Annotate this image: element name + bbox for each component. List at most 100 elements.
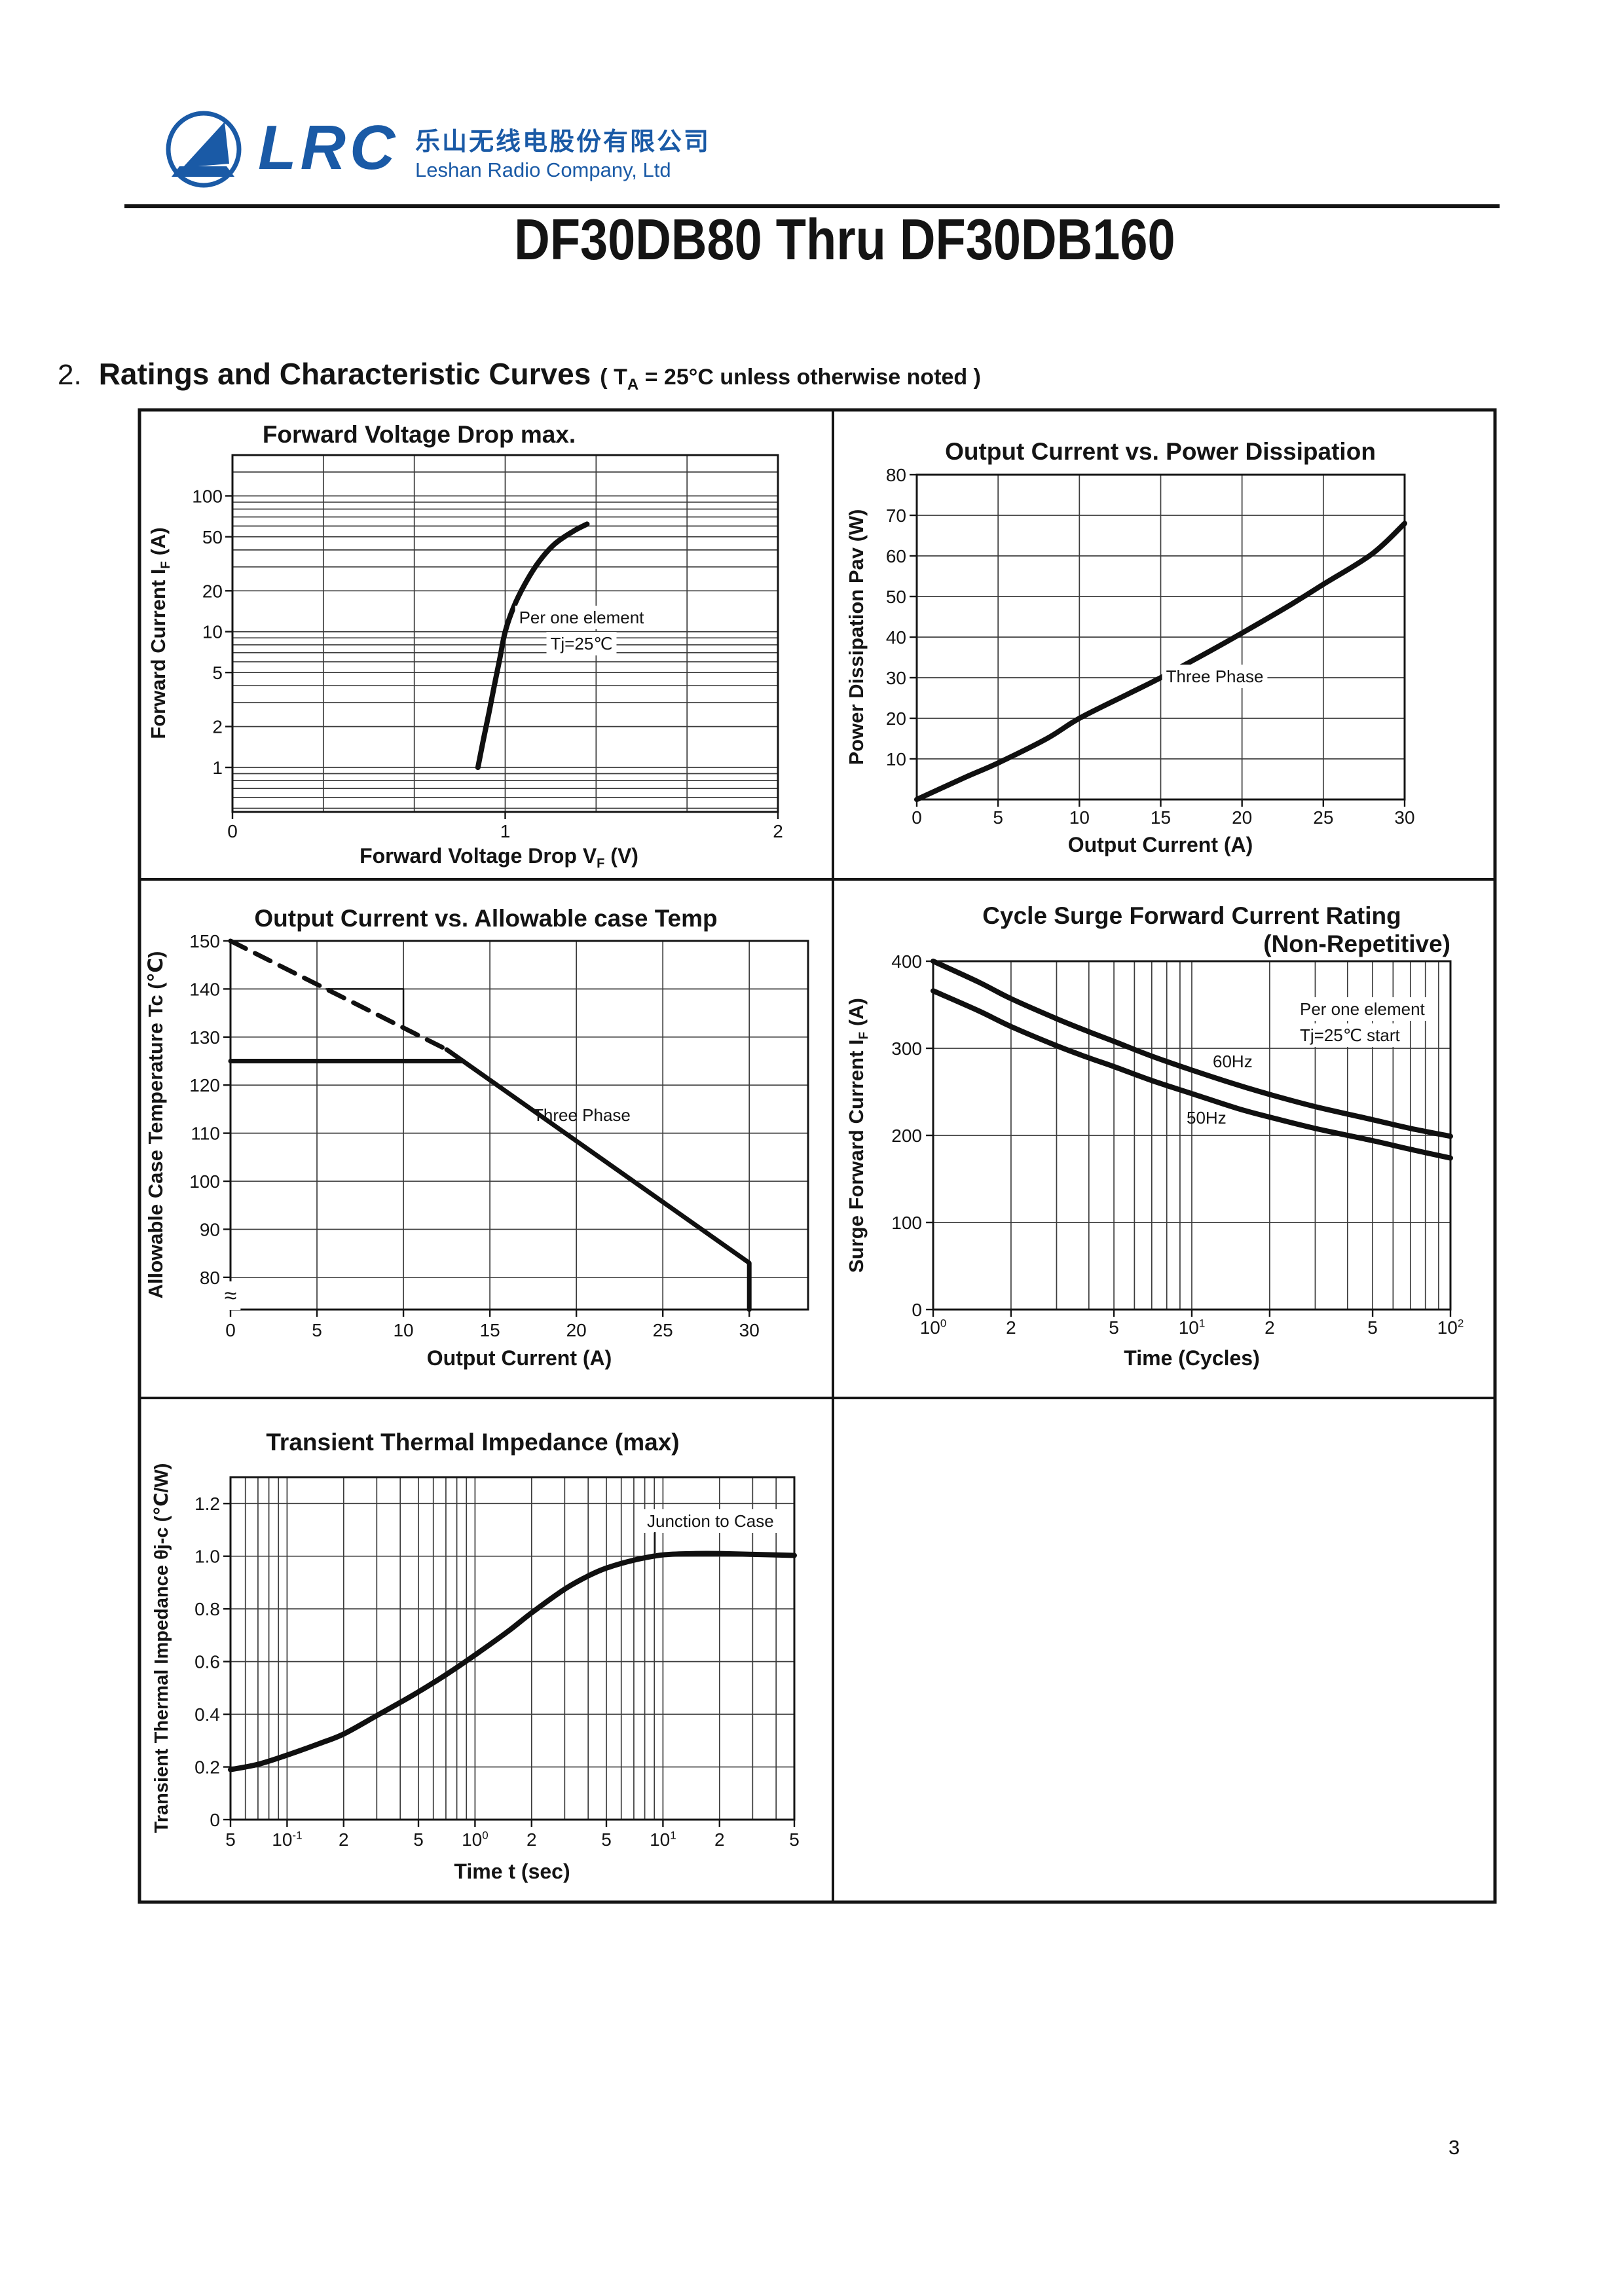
- c2-y-tick-label: 70: [886, 505, 906, 526]
- c2-title: Output Current vs. Power Dissipation: [945, 438, 1376, 465]
- c2-y-tick-label: 50: [886, 587, 906, 607]
- c2-ticks: [910, 473, 1406, 807]
- logo-company-cn: 乐山无线电股份有限公司: [415, 128, 711, 156]
- c5-series-junction-to-case: [228, 1551, 797, 1772]
- c4-subtitle: (Non-Repetitive): [1263, 930, 1450, 957]
- c5-x-tick-label: 5: [225, 1829, 236, 1850]
- c4-annotation: Tj=25℃ start: [1300, 1025, 1401, 1045]
- c1-annotation: Tj=25℃: [551, 634, 613, 653]
- c5-y-tick-label: 1.0: [194, 1547, 220, 1567]
- c4-y-tick-label: 400: [891, 951, 922, 972]
- c5-x-axis-title: Time t (sec): [454, 1860, 570, 1883]
- c3-x-tick-label: 10: [393, 1320, 413, 1340]
- c1-x-axis-title: Forward Voltage Drop VF (V): [360, 844, 638, 871]
- chart-c3: 0 5 10 15 20 25 30 80 90 100 110 120 130 140 150 Three …: [144, 905, 809, 1370]
- c5-x-tick-label: 10-1: [272, 1829, 302, 1850]
- c4-x-tick-label: 2: [1264, 1317, 1275, 1338]
- c2-x-tick-label: 5: [993, 807, 1003, 828]
- c3-y-axis-title: Allowable Case Temperature Tc (℃): [144, 951, 167, 1299]
- c4-x-tick-label: 100: [920, 1317, 947, 1338]
- c3-y-tick-label: 150: [189, 931, 220, 951]
- c4-ticks: [926, 960, 1452, 1317]
- c4-annotation-bg: [1296, 997, 1430, 1021]
- c4-series-label: 50Hz: [1187, 1108, 1227, 1128]
- c3-y-tick-label: 130: [189, 1027, 220, 1048]
- c1-y-tick-label: 1: [212, 758, 223, 778]
- logo-sail: [183, 122, 229, 168]
- c5-x-tick-label: 5: [601, 1829, 612, 1850]
- lrc-logo-icon: [166, 111, 242, 188]
- c1-y-tick-label: 50: [202, 527, 223, 547]
- c3-series-label: Three Phase: [533, 1105, 631, 1125]
- chart-c1: 0 1 2 1 2 5 10 20 50 100 Per one element Tj=25℃ Forw…: [147, 421, 783, 871]
- c2-x-tick-label: 10: [1069, 807, 1090, 828]
- c3-x-tick-label: 20: [566, 1320, 587, 1340]
- c1-y-tick-label: 100: [192, 486, 223, 506]
- c4-series-label: 60Hz: [1213, 1052, 1253, 1071]
- c3-x-axis-title: Output Current (A): [427, 1346, 612, 1370]
- c4-series-surge-50hz: [931, 988, 1453, 1161]
- c3-y-tick-label: 90: [200, 1219, 220, 1239]
- c5-y-tick-label: 0.4: [194, 1704, 220, 1725]
- c2-series-three-phase-power: [914, 521, 1407, 802]
- c4-y-tick-label: 100: [891, 1213, 922, 1233]
- logo-text: LRC: [258, 113, 399, 183]
- page-number: 3: [1449, 2136, 1460, 2159]
- c1-x-tick-label: 0: [227, 821, 238, 841]
- c4-y-tick-label: 200: [891, 1126, 922, 1146]
- c1-ticks: [225, 495, 779, 819]
- c2-x-tick-label: 0: [912, 807, 922, 828]
- c5-series-label-bg: [643, 1509, 778, 1533]
- c5-y-tick-label: 0.8: [194, 1599, 220, 1619]
- c5-x-tick-label: 2: [339, 1829, 349, 1850]
- c1-y-axis-title: Forward Current IF (A): [147, 527, 173, 739]
- c5-y-tick-label: 1.2: [194, 1494, 220, 1514]
- c5-ticks: [223, 1503, 796, 1827]
- c5-y-tick-label: 0: [210, 1810, 220, 1830]
- c3-plot-border: [229, 940, 809, 1311]
- header-rule: [124, 204, 1500, 208]
- c5-plot-border: [229, 1476, 796, 1821]
- c3-series-reading-guide: [325, 988, 405, 1029]
- c2-y-tick-label: 10: [886, 749, 906, 769]
- c2-grid: [917, 475, 1405, 799]
- c2-x-tick-label: 15: [1151, 807, 1171, 828]
- chart-c5: 5 10-1 2 5 100 2 5 101 2 500.20.40.60.81.01.2Junc…: [151, 1429, 800, 1883]
- logo-company-en: Leshan Radio Company, Ltd: [415, 158, 671, 181]
- c2-x-tick-label: 25: [1313, 807, 1333, 828]
- c5-x-tick-label: 5: [413, 1829, 424, 1850]
- c2-series-label-bg: [1162, 665, 1268, 688]
- c4-x-tick-label: 101: [1179, 1317, 1206, 1338]
- c2-x-axis-title: Output Current (A): [1068, 833, 1253, 856]
- c3-y-tick-label: 110: [191, 1124, 220, 1144]
- c5-title: Transient Thermal Impedance (max): [266, 1429, 679, 1456]
- c3-series-derating-solid: [444, 1047, 752, 1312]
- c2-x-tick-label: 20: [1232, 807, 1252, 828]
- c4-y-tick-label: 0: [912, 1300, 922, 1320]
- c4-y-tick-label: 300: [891, 1038, 922, 1059]
- c1-annotation: Per one element: [519, 608, 645, 627]
- c1-y-tick-label: 10: [202, 622, 223, 642]
- c3-y-tick-label: 100: [189, 1171, 220, 1192]
- c3-x-tick-label: 5: [312, 1320, 322, 1340]
- table-outer-border: [138, 408, 1497, 1904]
- c3-y-tick-label: 120: [189, 1075, 220, 1095]
- c5-x-tick-label: 100: [462, 1829, 489, 1850]
- c3-series-derating-dashed: [228, 938, 449, 1052]
- c4-x-tick-label: 102: [1437, 1317, 1464, 1338]
- c5-y-tick-label: 0.2: [194, 1757, 220, 1778]
- c3-y-tick-label: 140: [189, 979, 220, 999]
- chart-c2: 0 5 10 15 20 25 30 10 20 30 40 50 60 70 80 Three Phase O…: [845, 438, 1415, 856]
- c4-series-surge-60hz: [931, 959, 1453, 1139]
- c1-x-tick-label: 2: [773, 821, 783, 841]
- page-title: DF30DB80 Thru DF30DB160: [514, 207, 1175, 272]
- c1-title: Forward Voltage Drop max.: [263, 421, 576, 448]
- c1-y-tick-label: 20: [202, 581, 223, 601]
- section-number: 2.: [58, 359, 82, 391]
- c5-series-label: Junction to Case: [647, 1511, 774, 1531]
- c5-y-tick-label: 0.6: [194, 1652, 220, 1672]
- c4-x-tick-label: 5: [1109, 1317, 1119, 1338]
- c4-annotation: Per one element: [1300, 999, 1426, 1019]
